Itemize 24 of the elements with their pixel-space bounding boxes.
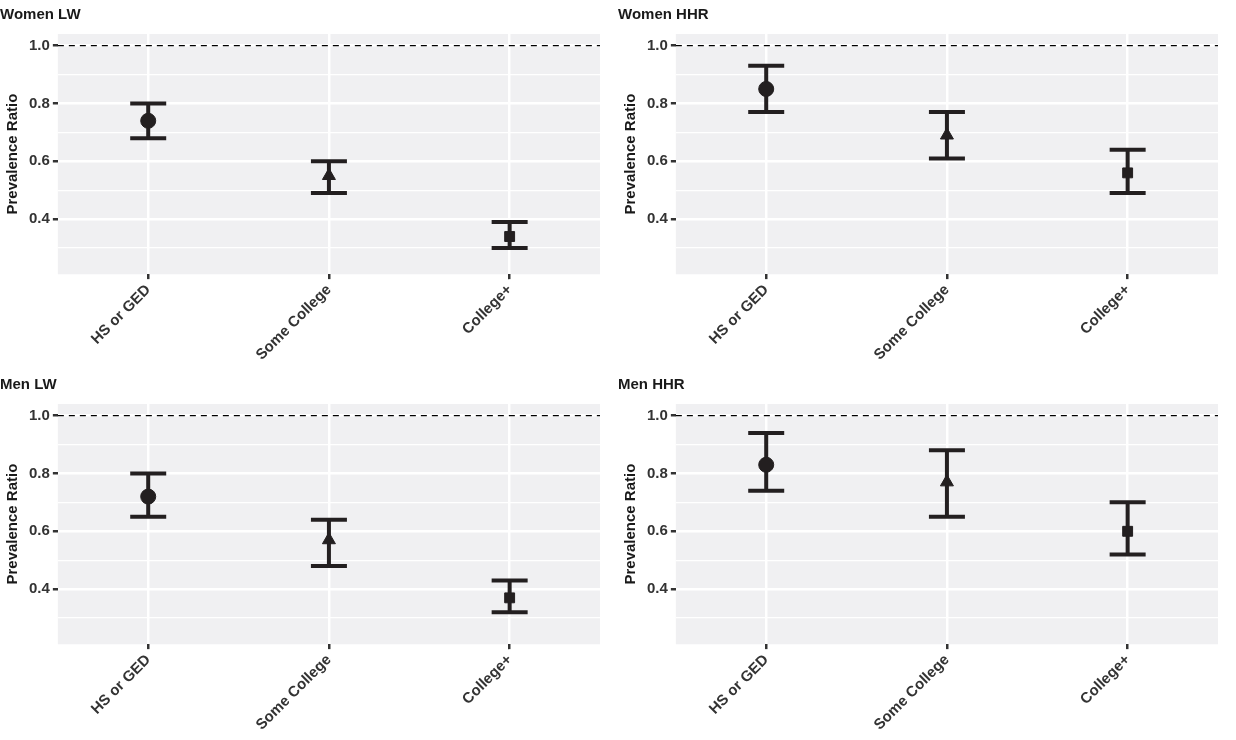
y-tick-label: 1.0 [646, 35, 668, 53]
y-tick-label: 0.4 [28, 209, 51, 227]
y-tick-label: 0.8 [28, 463, 50, 481]
y-tick-label: 0.6 [28, 151, 50, 169]
y-axis-title: Prevalence Ratio [3, 463, 21, 585]
y-tick-label: 0.6 [646, 151, 668, 169]
y-tick-label: 0.4 [28, 579, 51, 597]
y-tick-label: 0.6 [28, 521, 50, 539]
y-tick-label: 1.0 [28, 35, 50, 53]
y-tick-label: 0.6 [646, 521, 668, 539]
chart-title: Men HHR [618, 375, 685, 393]
chart-title: Women LW [0, 5, 82, 23]
y-tick-label: 1.0 [646, 405, 668, 423]
chart-title: Men LW [0, 375, 58, 393]
y-axis-title: Prevalence Ratio [621, 463, 639, 585]
y-tick-label: 1.0 [28, 405, 50, 423]
y-tick-label: 0.8 [646, 463, 668, 481]
y-tick-label: 0.8 [28, 93, 50, 111]
y-axis-title: Prevalence Ratio [621, 93, 639, 215]
y-tick-label: 0.8 [646, 93, 668, 111]
chart-title: Women HHR [618, 5, 709, 23]
y-axis-title: Prevalence Ratio [3, 93, 21, 215]
y-tick-label: 0.4 [646, 579, 669, 597]
y-tick-label: 0.4 [646, 209, 669, 227]
